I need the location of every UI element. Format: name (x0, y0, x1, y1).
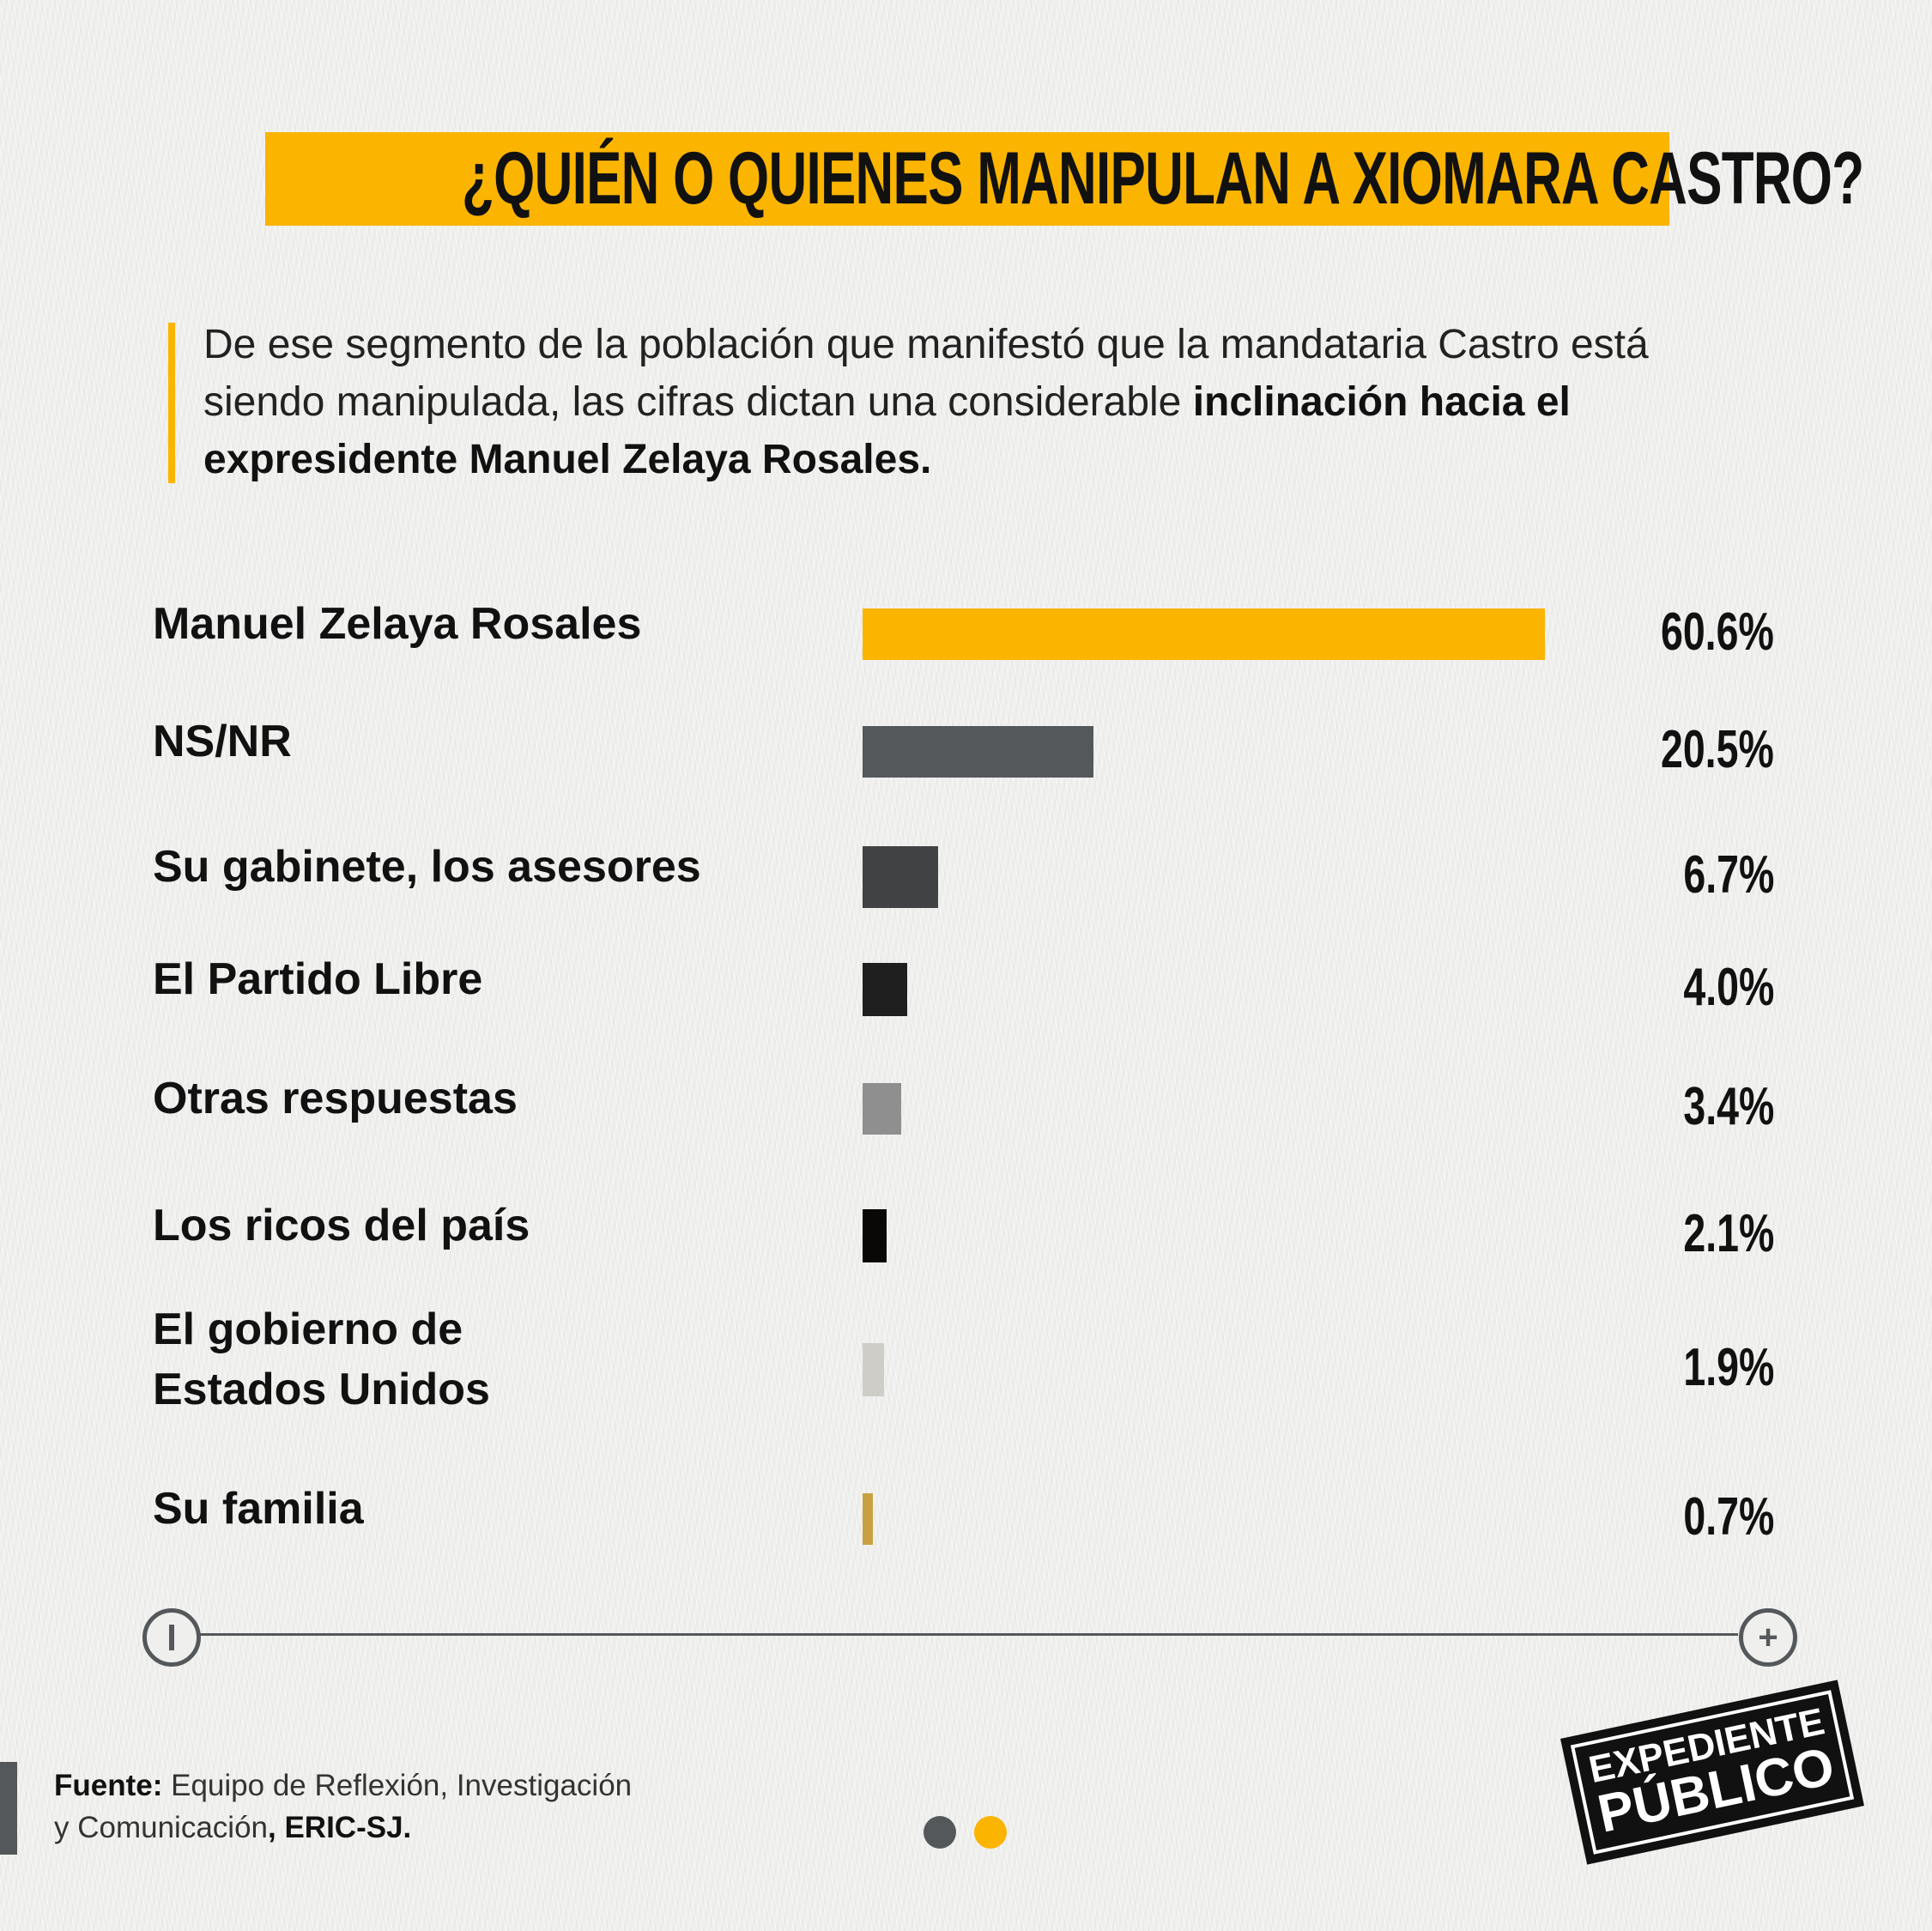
value-label: 1.9% (1683, 1338, 1774, 1397)
title-banner (265, 132, 1669, 226)
bar-label-line: Otras respuestas (153, 1074, 518, 1123)
source-org: , ERIC-SJ. (268, 1811, 412, 1844)
slider-track[interactable] (197, 1633, 1738, 1636)
bar (863, 608, 1545, 660)
bar-label: Su gabinete, los asesores (153, 837, 701, 897)
intro-bold: inclinación hacia el expresidente Manuel… (203, 379, 1571, 482)
bar (863, 1209, 887, 1262)
bar-label-line: Su gabinete, los asesores (153, 842, 701, 892)
bar-label-line: Manuel Zelaya Rosales (153, 599, 642, 649)
intro-normal: De ese segmento de la población que mani… (203, 322, 1649, 425)
bar-label-line: El gobierno de (153, 1304, 463, 1354)
source-accent-bar (0, 1762, 17, 1855)
bar-label-line: NS/NR (153, 717, 292, 766)
bar-label: Otras respuestas (153, 1068, 518, 1129)
bar (863, 963, 908, 1016)
bar-label-line: El Partido Libre (153, 954, 483, 1004)
bar-label: Manuel Zelaya Rosales (153, 594, 641, 654)
plus-icon: + (1758, 1618, 1778, 1656)
zoom-in-button[interactable]: + (1739, 1608, 1797, 1667)
value-label: 3.4% (1683, 1077, 1774, 1136)
source-text: Equipo de Reflexión, Investigación (162, 1769, 633, 1802)
source-note: Fuente: Equipo de Reflexión, Investigaci… (54, 1765, 632, 1849)
bar-label: El Partido Libre (153, 949, 482, 1009)
source-label: Fuente: (54, 1769, 163, 1802)
bar (863, 846, 938, 908)
value-label: 0.7% (1683, 1487, 1774, 1547)
bar-label: Los ricos del país (153, 1196, 530, 1256)
zoom-out-button[interactable] (142, 1608, 201, 1667)
bar-label-line: Los ricos del país (153, 1201, 530, 1250)
bar-label: El gobierno de Estados Unidos (153, 1299, 490, 1419)
value-label: 60.6% (1661, 602, 1774, 662)
value-label: 20.5% (1661, 720, 1774, 779)
intro-text: De ese segmento de la población que mani… (203, 316, 1714, 488)
value-label: 2.1% (1683, 1204, 1774, 1263)
pagination-dot-1[interactable] (924, 1816, 956, 1849)
bar-label: Su familia (153, 1479, 364, 1539)
source-text-2: y Comunicación (54, 1811, 268, 1844)
bar-label: NS/NR (153, 711, 292, 772)
expediente-publico-logo: EXPEDIENTE PÚBLICO (1560, 1680, 1864, 1865)
minus-icon (169, 1625, 174, 1650)
bar-label-line: Su familia (153, 1484, 364, 1534)
value-label: 6.7% (1683, 845, 1774, 905)
bar-label-line: Estados Unidos (153, 1365, 490, 1414)
bar (863, 1343, 884, 1396)
quote-accent-bar (168, 323, 175, 483)
bar (863, 726, 1093, 778)
bar (863, 1493, 873, 1545)
pagination-dot-2-active[interactable] (974, 1816, 1007, 1849)
value-label: 4.0% (1683, 958, 1774, 1017)
bar (863, 1083, 901, 1135)
page-title: ¿QUIÉN O QUIENES MANIPULAN A XIOMARA CAS… (462, 137, 1864, 220)
